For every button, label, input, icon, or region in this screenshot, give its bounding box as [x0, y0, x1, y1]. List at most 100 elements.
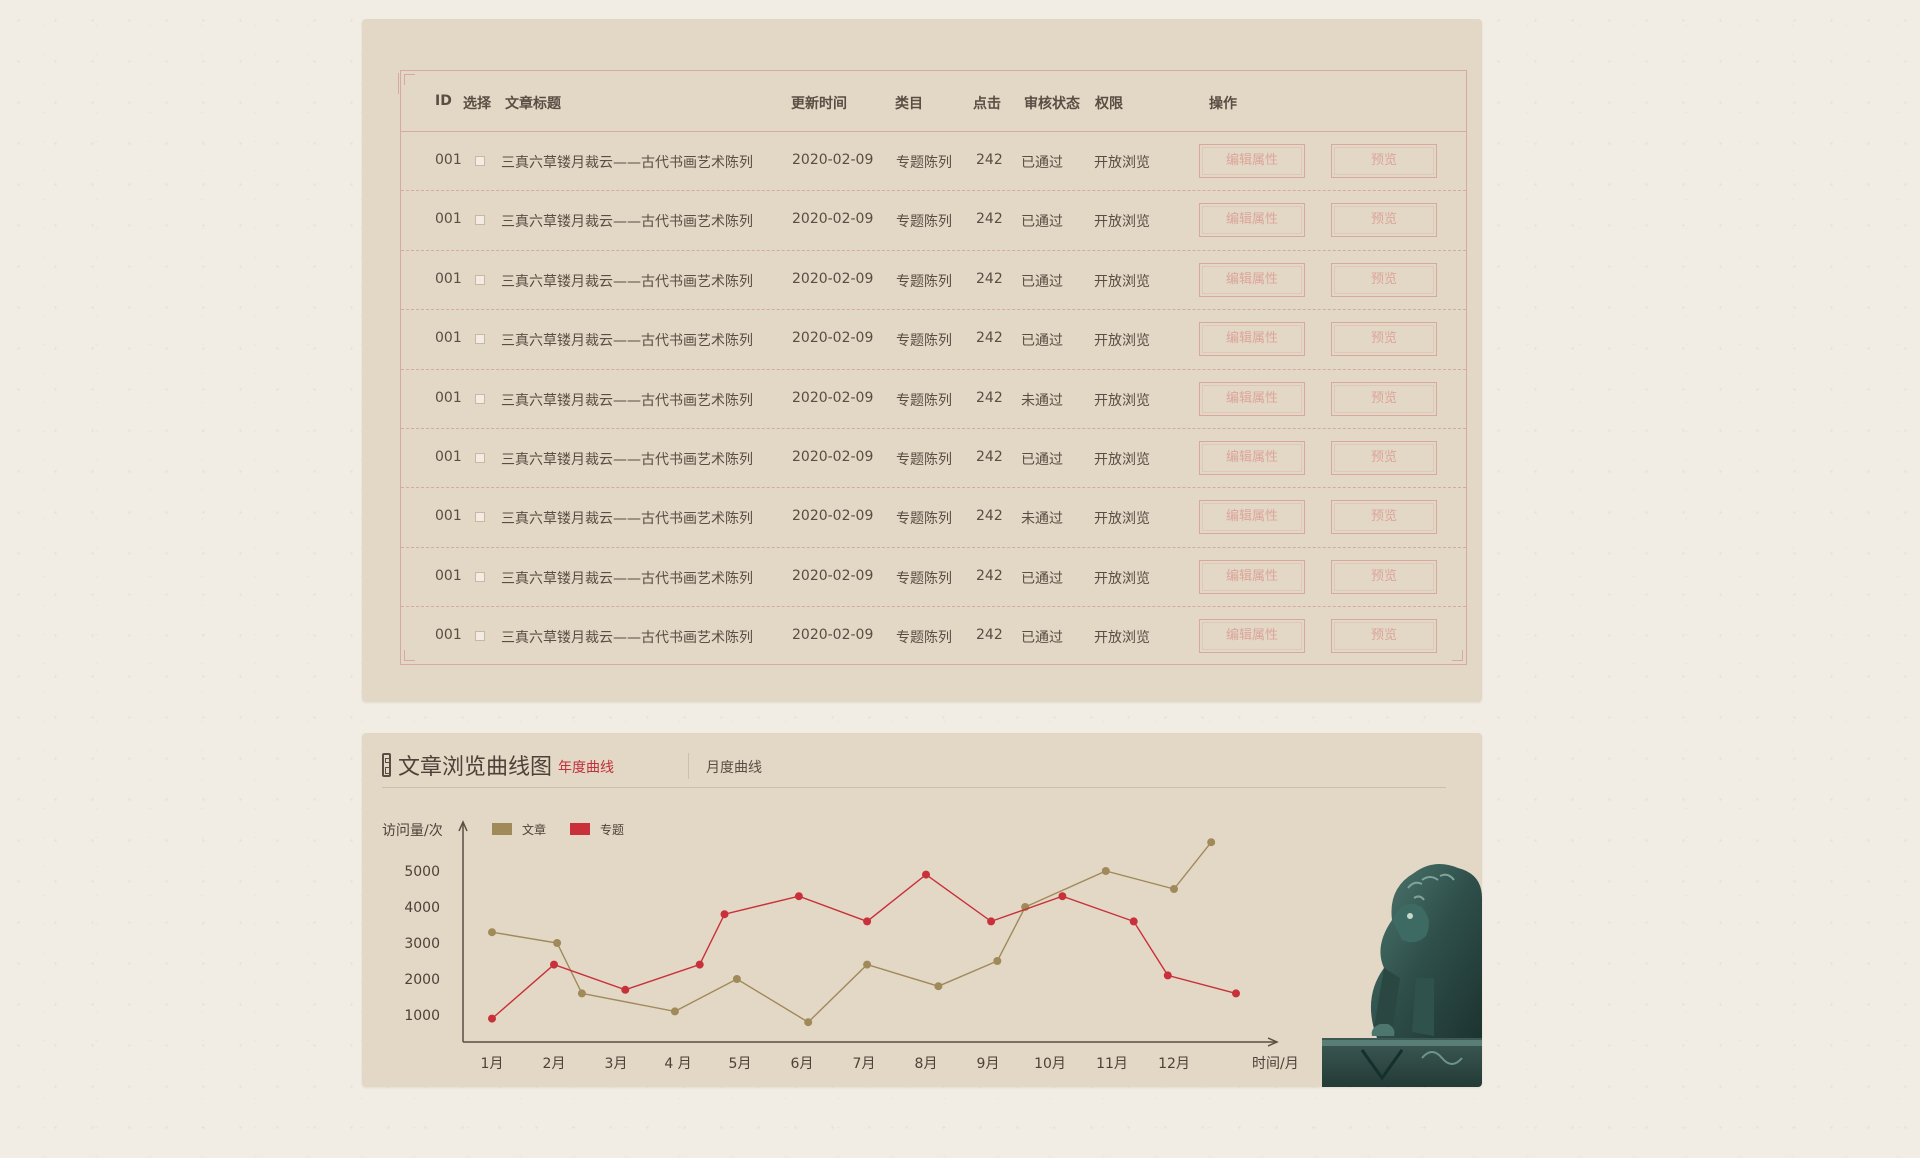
data-point — [577, 989, 586, 998]
table-row: 001 三真六草镂月裁云——古代书画艺术陈列 2020-02-09 专题陈列 2… — [401, 191, 1466, 251]
cell-category: 专题陈列 — [896, 333, 952, 350]
cell-review: 已通过 — [1021, 630, 1063, 647]
cell-review: 已通过 — [1021, 333, 1063, 350]
cell-category: 专题陈列 — [896, 155, 952, 171]
row-checkbox[interactable] — [475, 215, 485, 226]
row-checkbox[interactable] — [475, 571, 485, 582]
edit-properties-button[interactable]: 编辑属性 — [1199, 619, 1305, 654]
cell-category: 专题陈列 — [896, 214, 952, 231]
legend-swatch — [570, 823, 590, 835]
tab-yearly-curve[interactable]: 年度曲线 — [558, 760, 614, 776]
line-chart: 访问量/次 1000 2000 3000 4000 5000 1月 2月 3月 4 月 5月 6月 7月… — [382, 820, 1299, 1072]
row-checkbox[interactable] — [475, 334, 485, 345]
header-title: 文章标题 — [505, 96, 561, 112]
data-point — [1207, 838, 1216, 847]
table-row: 001 三真六草镂月裁云——古代书画艺术陈列 2020-02-09 专题陈列 2… — [401, 607, 1466, 666]
data-point — [1101, 867, 1110, 875]
cell-title[interactable]: 三真六草镂月裁云——古代书画艺术陈列 — [501, 392, 753, 409]
cell-title[interactable]: 三真六草镂月裁云——古代书画艺术陈列 — [501, 451, 753, 468]
preview-button[interactable]: 预览 — [1331, 619, 1437, 654]
cell-permission: 开放浏览 — [1094, 214, 1150, 231]
row-checkbox[interactable] — [475, 631, 485, 642]
row-checkbox[interactable] — [475, 452, 485, 463]
cell-id: 001 — [435, 270, 462, 287]
edit-properties-button[interactable]: 编辑属性 — [1199, 262, 1305, 297]
cell-clicks: 242 — [976, 567, 1003, 584]
row-checkbox[interactable] — [475, 156, 485, 166]
preview-button[interactable]: 预览 — [1331, 203, 1437, 238]
frame-corner-ornament — [404, 650, 415, 661]
chart-panel-title: 文章浏览曲线图 — [398, 755, 553, 780]
cell-clicks: 242 — [976, 211, 1003, 228]
cell-review: 未通过 — [1021, 392, 1063, 409]
preview-button[interactable]: 预览 — [1331, 322, 1437, 357]
data-point — [732, 975, 741, 983]
cell-permission: 开放浏览 — [1094, 630, 1150, 647]
cell-category: 专题陈列 — [896, 273, 952, 290]
edit-properties-button[interactable]: 编辑属性 — [1199, 144, 1305, 178]
cell-clicks: 242 — [976, 508, 1003, 525]
preview-button[interactable]: 预览 — [1331, 500, 1437, 535]
cell-permission: 开放浏览 — [1094, 392, 1150, 409]
data-point — [670, 1007, 679, 1016]
x-tick-label: 7月 — [853, 1056, 876, 1072]
tab-monthly-curve[interactable]: 月度曲线 — [706, 760, 762, 776]
header-id: ID — [435, 93, 452, 109]
table-row: 001 三真六草镂月裁云——古代书画艺术陈列 2020-02-09 专题陈列 2… — [401, 251, 1466, 311]
header-review: 审核状态 — [1024, 96, 1080, 112]
edit-properties-button[interactable]: 编辑属性 — [1199, 381, 1305, 416]
edit-properties-button[interactable]: 编辑属性 — [1199, 322, 1305, 357]
cell-permission: 开放浏览 — [1094, 451, 1150, 468]
edit-properties-button[interactable]: 编辑属性 — [1199, 203, 1305, 238]
cell-title[interactable]: 三真六草镂月裁云——古代书画艺术陈列 — [501, 630, 753, 647]
cell-title[interactable]: 三真六草镂月裁云——古代书画艺术陈列 — [501, 511, 753, 528]
cell-updated: 2020-02-09 — [792, 627, 874, 644]
cell-clicks: 242 — [976, 152, 1003, 168]
data-point — [488, 1014, 496, 1023]
row-checkbox[interactable] — [475, 512, 485, 523]
cell-id: 001 — [435, 448, 462, 465]
x-axis-arrow — [1267, 1037, 1279, 1047]
edit-properties-button[interactable]: 编辑属性 — [1199, 559, 1305, 594]
data-point — [922, 870, 930, 879]
header-updated: 更新时间 — [791, 96, 847, 112]
cell-title[interactable]: 三真六草镂月裁云——古代书画艺术陈列 — [501, 570, 753, 587]
stone-lion-image — [1322, 864, 1482, 1087]
row-checkbox[interactable] — [475, 393, 485, 404]
x-tick-label: 10月 — [1034, 1056, 1066, 1072]
header-select: 选择 — [463, 96, 491, 112]
frame-corner-ornament — [1452, 650, 1463, 661]
edit-properties-button[interactable]: 编辑属性 — [1199, 500, 1305, 535]
data-point — [993, 957, 1002, 965]
preview-button[interactable]: 预览 — [1331, 262, 1437, 297]
cell-title[interactable]: 三真六草镂月裁云——古代书画艺术陈列 — [501, 273, 753, 290]
cell-category: 专题陈列 — [896, 451, 952, 468]
cell-title[interactable]: 三真六草镂月裁云——古代书画艺术陈列 — [501, 214, 753, 231]
y-axis-label: 访问量/次 — [382, 823, 443, 839]
cell-id: 001 — [435, 567, 462, 584]
data-point — [550, 960, 558, 969]
cell-title[interactable]: 三真六草镂月裁云——古代书画艺术陈列 — [501, 155, 753, 171]
row-checkbox[interactable] — [475, 274, 485, 285]
cell-id: 001 — [435, 508, 462, 525]
x-tick-label: 3月 — [605, 1056, 628, 1072]
cell-review: 已通过 — [1021, 451, 1063, 468]
preview-button[interactable]: 预览 — [1331, 381, 1437, 416]
x-axis-label: 时间/月 — [1252, 1056, 1299, 1072]
preview-button[interactable]: 预览 — [1331, 144, 1437, 178]
preview-button[interactable]: 预览 — [1331, 559, 1437, 594]
x-tick-label: 8月 — [915, 1056, 938, 1072]
cell-clicks: 242 — [976, 270, 1003, 287]
table-row: 001 三真六草镂月裁云——古代书画艺术陈列 2020-02-09 专题陈列 2… — [401, 370, 1466, 429]
edit-properties-button[interactable]: 编辑属性 — [1199, 440, 1305, 475]
preview-button[interactable]: 预览 — [1331, 440, 1437, 475]
data-point — [863, 917, 872, 926]
scroll-icon — [382, 753, 391, 777]
legend-label: 专题 — [600, 822, 624, 837]
tab-divider — [688, 753, 689, 779]
header-clicks: 点击 — [973, 96, 1001, 112]
x-tick-label: 2月 — [543, 1056, 566, 1072]
cell-category: 专题陈列 — [896, 570, 952, 587]
data-point — [794, 892, 803, 901]
cell-title[interactable]: 三真六草镂月裁云——古代书画艺术陈列 — [501, 333, 753, 350]
